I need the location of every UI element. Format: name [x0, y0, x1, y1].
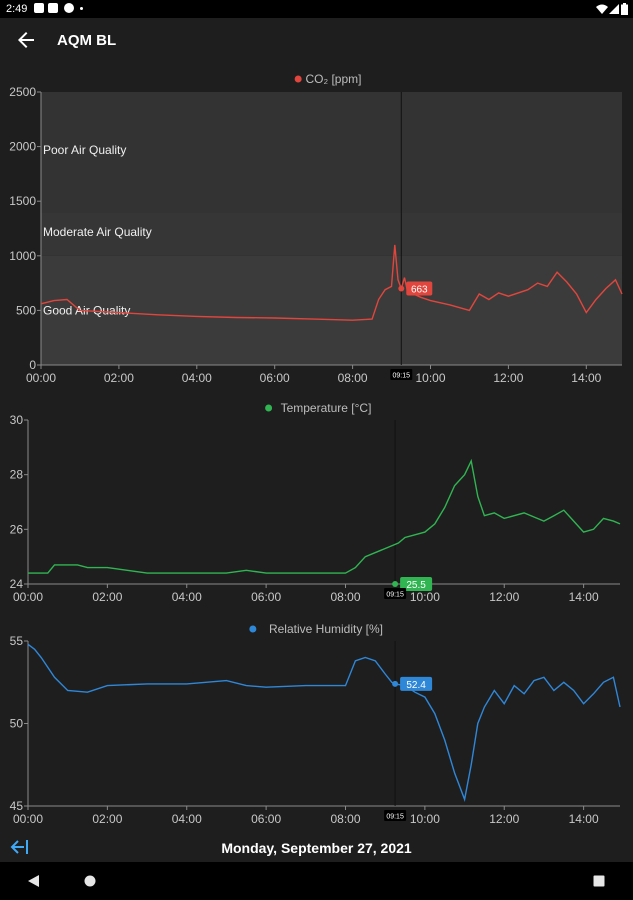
- cursor-value-label: 25.5: [406, 580, 426, 591]
- cursor-time-badge: 09:15: [384, 588, 407, 599]
- legend-label: Relative Humidity [%]: [269, 622, 383, 636]
- quality-band: [41, 92, 622, 213]
- cursor-value-bg: [406, 281, 433, 296]
- x-tick-label: 00:00: [13, 812, 43, 826]
- cursor-value-bg: [400, 676, 433, 691]
- x-tick-label: 14:00: [569, 812, 599, 826]
- system-nav-bar: [0, 862, 633, 900]
- status-bar: 2:49: [0, 0, 633, 18]
- co2-chart[interactable]: Good Air Quality Moderate Air Quality Poor…: [0, 66, 633, 391]
- y-tick-label: 30: [10, 413, 24, 427]
- x-tick-label: 10:00: [410, 812, 440, 826]
- legend-marker: [249, 625, 257, 633]
- x-tick-label: 02:00: [92, 812, 122, 826]
- legend: CO₂ [ppm]: [294, 72, 362, 86]
- cursor-value-badge: 52.4: [400, 676, 433, 691]
- x-tick-label: 04:00: [172, 812, 202, 826]
- y-tick-label: 1500: [9, 194, 36, 208]
- cursor-time-label: 09:15: [386, 592, 404, 599]
- cursor-point: [398, 285, 405, 292]
- band-label: Moderate Air Quality: [43, 225, 152, 239]
- quality-band: [41, 255, 622, 365]
- y-tick-label: 2000: [9, 140, 36, 154]
- y-tick-label: 24: [10, 577, 24, 591]
- x-tick-label: 02:00: [104, 371, 134, 385]
- notification-square-icon: [34, 3, 44, 13]
- series-line: [27, 643, 621, 802]
- cursor-time-bg: [384, 810, 407, 821]
- app-bar: AQM BL: [0, 18, 633, 62]
- x-tick-label: 06:00: [260, 371, 290, 385]
- x-tick-label: 10:00: [410, 590, 440, 604]
- back-triangle-icon[interactable]: [28, 875, 40, 887]
- legend: Relative Humidity [%]: [249, 622, 383, 636]
- y-tick-label: 45: [10, 799, 24, 813]
- series-line: [28, 458, 621, 574]
- legend-label: CO₂ [ppm]: [305, 72, 361, 86]
- x-tick-label: 10:00: [415, 371, 445, 385]
- temperature-chart[interactable]: 24 26 28 30 00:00 02:00 04:00 06:00 08:00 10:00 12…: [0, 397, 633, 607]
- x-tick-label: 14:00: [571, 371, 601, 385]
- signal-icon: [609, 4, 619, 14]
- y-tick-label: 50: [10, 717, 24, 731]
- y-tick-label: 55: [10, 634, 24, 648]
- cursor-time-label: 09:15: [393, 373, 411, 380]
- x-tick-label: 00:00: [13, 590, 43, 604]
- cursor-time-bg: [390, 369, 413, 380]
- cursor-value-badge: 663: [406, 281, 433, 296]
- page-title: AQM BL: [57, 32, 117, 49]
- cursor-time-label: 09:15: [386, 814, 404, 821]
- cursor-time-bg: [384, 588, 407, 599]
- y-tick-label: 1000: [9, 249, 36, 263]
- x-tick-label: 14:00: [569, 590, 599, 604]
- cursor-value-label: 52.4: [406, 680, 426, 691]
- collapse-left-icon[interactable]: [10, 838, 30, 856]
- y-tick-label: 500: [16, 303, 36, 317]
- dot-icon: [80, 7, 83, 10]
- date-label: Monday, September 27, 2021: [221, 840, 412, 856]
- cursor-point: [392, 581, 399, 587]
- y-tick-label: 2500: [9, 85, 36, 99]
- y-tick-label: 26: [10, 522, 24, 536]
- humidity-chart[interactable]: 45 50 55 00:00 02:00 04:00 06:00 08:00 10:00 12:0…: [0, 617, 633, 827]
- x-tick-label: 04:00: [182, 371, 212, 385]
- wifi-icon: [596, 4, 608, 14]
- x-tick-label: 12:00: [489, 812, 519, 826]
- quality-band: [41, 212, 622, 256]
- cursor-value-bg: [400, 577, 433, 591]
- legend-marker: [294, 75, 302, 83]
- x-tick-label: 02:00: [92, 590, 122, 604]
- legend: Temperature [°C]: [265, 401, 371, 415]
- cursor-point: [392, 680, 399, 687]
- y-tick-label: 0: [29, 358, 36, 372]
- cursor-time-badge: 09:15: [390, 369, 413, 380]
- legend-label: Temperature [°C]: [281, 401, 372, 415]
- status-time: 2:49: [6, 3, 28, 15]
- band-label: Poor Air Quality: [43, 143, 126, 157]
- recents-square-icon[interactable]: [593, 875, 605, 887]
- cursor-value-label: 663: [411, 285, 428, 296]
- x-tick-label: 06:00: [251, 812, 281, 826]
- x-tick-label: 08:00: [330, 812, 360, 826]
- arrow-left-icon[interactable]: [14, 28, 38, 52]
- cursor-time-badge: 09:15: [384, 810, 407, 821]
- cursor-value-badge: 25.5: [400, 577, 433, 591]
- x-tick-label: 12:00: [493, 371, 523, 385]
- x-tick-label: 04:00: [172, 590, 202, 604]
- app-p-icon: [64, 3, 74, 13]
- notification-square-icon: [48, 3, 58, 13]
- date-footer: Monday, September 27, 2021: [0, 832, 633, 862]
- x-tick-label: 00:00: [26, 371, 56, 385]
- home-circle-icon[interactable]: [84, 875, 96, 887]
- y-tick-label: 28: [10, 468, 24, 482]
- battery-icon: [621, 3, 628, 15]
- x-tick-label: 08:00: [330, 590, 360, 604]
- x-tick-label: 06:00: [251, 590, 281, 604]
- x-tick-label: 08:00: [338, 371, 368, 385]
- x-tick-label: 12:00: [489, 590, 519, 604]
- legend-marker: [265, 404, 273, 412]
